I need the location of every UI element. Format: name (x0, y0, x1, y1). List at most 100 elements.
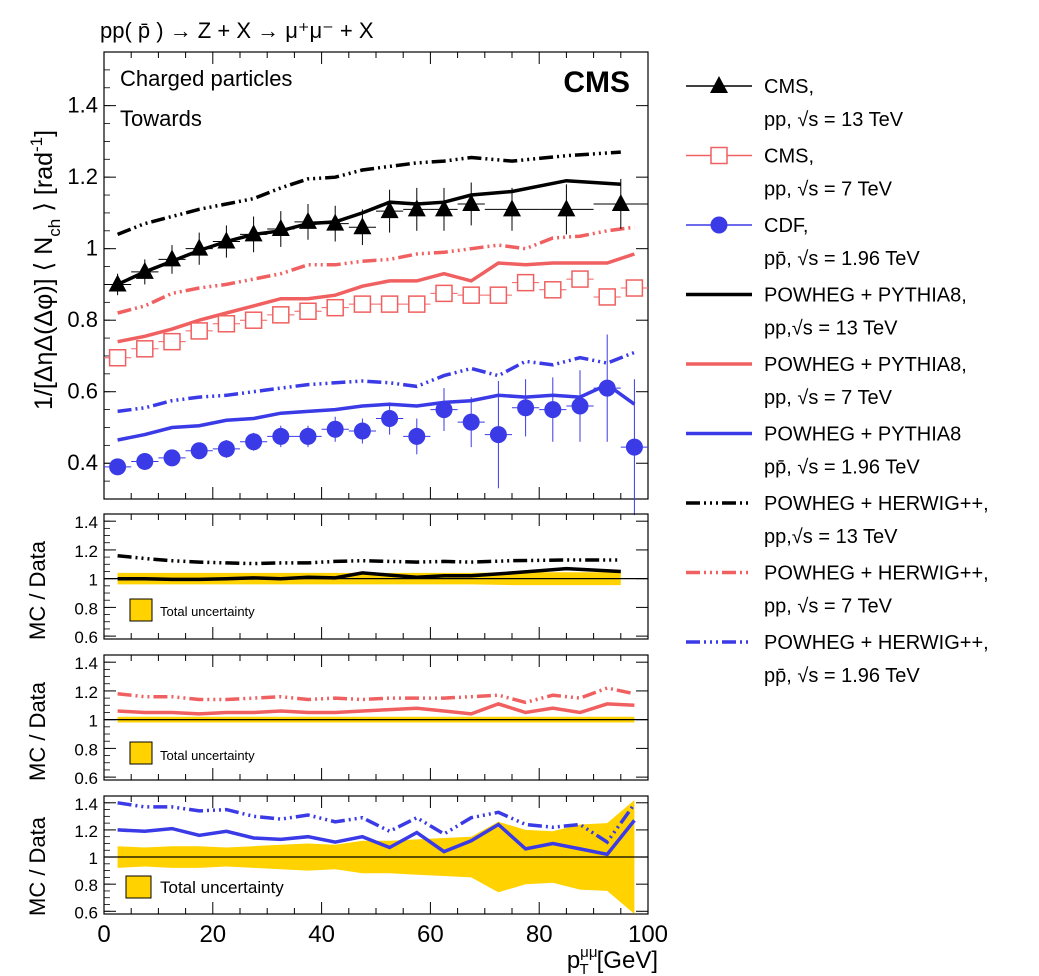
data-point-cdf-196tev (217, 440, 235, 458)
data-point-cms-7tev (299, 302, 317, 321)
data-point-cms-13tev (271, 219, 290, 237)
data-point-cms-13tev (503, 199, 521, 217)
data-point-cms-7tev (489, 286, 508, 304)
data-point-cms-7tev (435, 284, 453, 303)
legend-label-line1: POWHEG + PYTHIA8 (764, 424, 961, 446)
legend-label-line2: pp̄, √s = 1.96 TeV (764, 457, 920, 479)
experiment-label: CMS (563, 66, 630, 99)
ratio-y-label-13tev: MC / Data (25, 540, 50, 640)
main-ytick-label: 0.4 (67, 450, 98, 475)
ratio-ytick-label: 1 (89, 571, 98, 590)
ratio-ytick-label: 0.8 (74, 599, 98, 618)
data-point-cms-13tev (462, 193, 481, 211)
data-point-cdf-196tev (462, 413, 480, 431)
legend-label-line1: CDF, (764, 215, 808, 237)
data-point-cdf-196tev (190, 442, 208, 460)
curve-herwig-5 (117, 350, 636, 414)
legend-label-line1: POWHEG + PYTHIA8, (764, 285, 967, 307)
ratio-y-label-7tev: MC / Data (25, 681, 50, 781)
ratio-y-label-196tev: MC / Data (25, 816, 50, 916)
curve-pythia-2 (117, 382, 636, 442)
curve-pythia-0 (117, 702, 635, 716)
ratio-ytick-label: 1 (89, 849, 98, 868)
data-point-cms-7tev (516, 273, 535, 292)
ratio-ytick-label: 1.2 (74, 683, 98, 702)
data-point-cms-7tev (353, 295, 372, 313)
legend-label-line2: pp, √s = 7 TeV (764, 387, 893, 409)
ratio-ytick-label: 0.6 (74, 769, 98, 788)
curve-herwig-1 (117, 553, 621, 566)
ratio-ytick-label: 1.4 (74, 795, 98, 814)
data-point-cms-13tev (435, 199, 453, 217)
data-point-cms-13tev (217, 231, 236, 249)
data-point-cms-13tev (299, 211, 317, 229)
data-point-cms-7tev (244, 311, 263, 329)
data-point-cms-7tev (571, 270, 589, 288)
data-point-cms-7tev (217, 315, 236, 333)
total-uncertainty-label-196tev: Total uncertainty (160, 878, 284, 897)
x-tick-label: 80 (526, 921, 553, 948)
data-point-cdf-196tev (353, 422, 371, 440)
data-point-cms-7tev (462, 286, 480, 304)
data-point-cms-7tev (326, 298, 344, 317)
ratio-ytick-label: 0.6 (74, 903, 98, 922)
data-point-cms-7tev (190, 322, 208, 340)
ratio-panel-13tev: 0.6 0.8 1 1.2 1.4 (74, 513, 649, 647)
data-point-cms-13tev (380, 201, 399, 219)
data-point-cms-7tev (163, 332, 181, 351)
curve-herwig-1 (117, 686, 635, 705)
data-point-cdf-196tev (571, 397, 589, 415)
data-point-cdf-196tev (544, 401, 562, 419)
x-tick-label: 60 (417, 921, 444, 948)
ratio-ytick-label: 1.2 (74, 542, 98, 561)
data-point-cms-13tev (244, 224, 263, 242)
legend-circle-marker (710, 216, 728, 234)
legend-label-line2: pp, √s = 7 TeV (764, 179, 893, 201)
data-point-cms-7tev (598, 288, 616, 306)
main-ytick-label: 1 (86, 236, 98, 261)
data-point-cdf-196tev (136, 452, 154, 470)
data-point-cdf-196tev (489, 426, 507, 444)
data-point-cms-7tev (544, 281, 562, 299)
ratio-ytick-label: 1.2 (74, 822, 98, 841)
region-label: Towards (120, 106, 202, 131)
ratio-panel-7tev: 0.6 0.8 1 1.2 1.4 (74, 654, 649, 788)
data-point-cms-13tev (326, 213, 345, 231)
x-tick-label: 20 (199, 921, 226, 948)
data-point-cms-7tev (625, 279, 644, 297)
curve-pythia-1 (117, 252, 635, 344)
data-point-cdf-196tev (163, 449, 181, 467)
ratio-ytick-label: 0.8 (74, 740, 98, 759)
data-point-cms-7tev (408, 295, 426, 313)
data-point-cdf-196tev (435, 401, 453, 419)
data-point-cms-13tev (190, 238, 209, 256)
legend-label-line2: pp, √s = 7 TeV (764, 596, 893, 618)
data-point-cdf-196tev (598, 379, 616, 397)
data-point-cdf-196tev (326, 420, 344, 438)
data-point-cms-13tev (108, 274, 127, 292)
legend-label-line2: pp, √s = 13 TeV (764, 109, 904, 131)
legend-label-line2: pp,√s = 13 TeV (764, 318, 898, 340)
data-point-cms-7tev (136, 340, 154, 358)
legend: CMS, pp, √s = 13 TeV CMS, pp, √s = 7 TeV CDF… (686, 76, 989, 687)
x-tick-label: 0 (97, 921, 110, 948)
data-point-cdf-196tev (109, 458, 127, 476)
legend-label-line2: pp̄, √s = 1.96 TeV (764, 665, 920, 687)
x-tick-label: 100 (628, 921, 668, 948)
total-uncertainty-swatch-7tev (129, 741, 153, 765)
x-tick-label: 40 (308, 921, 335, 948)
data-point-cms-13tev (407, 199, 426, 217)
ratio-ytick-label: 1.4 (74, 513, 98, 532)
legend-label-line1: POWHEG + PYTHIA8, (764, 354, 967, 376)
curve-herwig-1 (117, 801, 636, 845)
curve-pythia-0 (117, 819, 636, 857)
legend-label-line1: CMS, (764, 76, 814, 98)
total-uncertainty-label-7tev: Total uncertainty (160, 748, 255, 763)
data-point-cdf-196tev (625, 438, 643, 456)
main-ytick-label: 1.2 (67, 164, 98, 189)
data-point-cms-7tev (108, 348, 127, 367)
legend-label-line2: pp,√s = 13 TeV (764, 526, 898, 548)
curve-herwig-3 (116, 150, 621, 237)
ratio-ytick-label: 1 (89, 712, 98, 731)
x-axis-label: pμμ T [GeV] (567, 944, 658, 976)
